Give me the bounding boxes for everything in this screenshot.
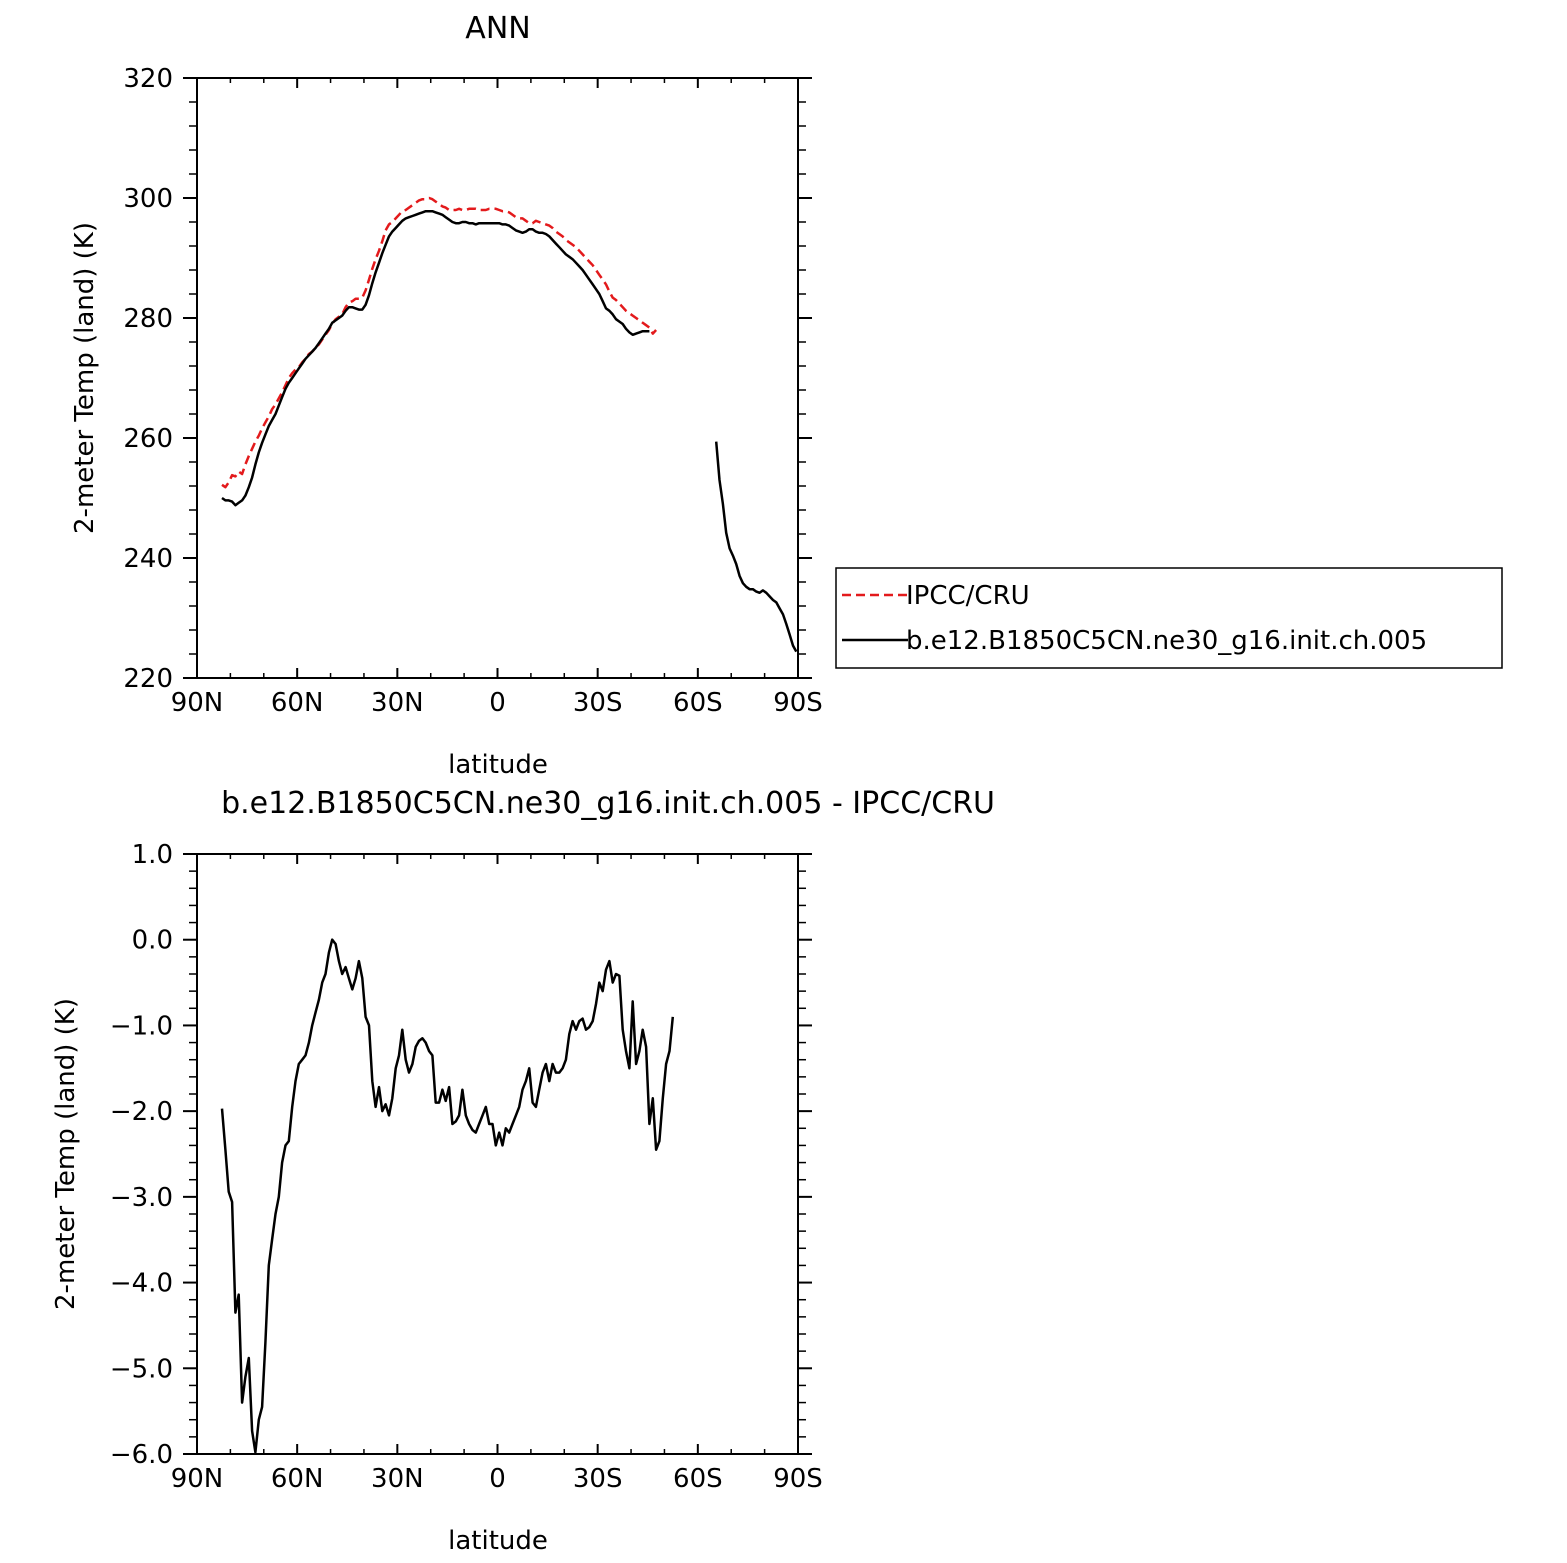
plot-frame [196,77,799,679]
x-axis-label: latitude [448,750,548,780]
y-tick-label: 260 [123,424,173,454]
y-tick-label: −4.0 [110,1269,173,1299]
series-line [221,196,658,489]
temperature-panel: ANN 90N 60N 30N 0 30S 60S 90S 220 240 260 280 300 32… [70,11,823,780]
y-tick-label: −6.0 [110,1440,173,1470]
y-tick-label: −1.0 [110,1011,173,1041]
chart-title: ANN [465,11,530,46]
y-tick-label: −5.0 [110,1354,173,1384]
y-tick-label: −2.0 [110,1097,173,1127]
x-tick-label: 90S [773,688,823,718]
x-tick-label: 30N [371,688,424,718]
series-line [714,441,798,653]
legend-box [835,567,1503,669]
x-tick-label: 0 [489,688,506,718]
y-axis-label: 2-meter Temp (land) (K) [70,222,100,534]
x-tick-label: 60N [271,688,324,718]
y-tick-label: 0.0 [132,926,173,956]
y-tick-label: 1.0 [132,840,173,870]
x-tick-label: 30S [573,1464,623,1494]
legend-label-ipcc-cru: IPCC/CRU [906,581,1030,611]
x-axis-label: latitude [448,1526,548,1556]
y-tick-label: 240 [123,544,173,574]
x-tick-label: 60S [673,1464,723,1494]
x-tick-label: 30S [573,688,623,718]
x-tick-label: 0 [489,1464,506,1494]
axis-ticks: 90N 60N 30N 0 30S 60S 90S 1.0 0.0 −1.0 −2.0 −3.0 −4.… [110,840,823,1494]
x-tick-label: 90N [171,1464,224,1494]
x-tick-label: 90N [171,688,224,718]
difference-chart-title: b.e12.B1850C5CN.ne30_g16.init.ch.005 - I… [221,786,995,821]
y-tick-label: 320 [123,64,173,94]
series-line [221,209,650,507]
y-axis-label: 2-meter Temp (land) (K) [51,998,81,1310]
chart-marks [220,938,675,1454]
x-tick-label: 60S [673,688,723,718]
difference-panel: b.e12.B1850C5CN.ne30_g16.init.ch.005 - I… [51,786,995,1556]
y-tick-label: 300 [123,184,173,214]
y-tick-label: −3.0 [110,1183,173,1213]
axis-ticks: 90N 60N 30N 0 30S 60S 90S 220 240 260 280 300 320 [123,64,822,718]
legend: IPCC/CRU b.e12.B1850C5CN.ne30_g16.init.c… [835,567,1503,669]
y-tick-label: 220 [123,664,173,694]
x-tick-label: 90S [773,1464,823,1494]
plot-frame [196,853,799,1455]
x-tick-label: 60N [271,1464,324,1494]
chart-marks [221,196,798,653]
legend-label-model: b.e12.B1850C5CN.ne30_g16.init.ch.005 [906,626,1427,656]
x-tick-label: 30N [371,1464,424,1494]
series-line [220,938,675,1454]
y-tick-label: 280 [123,304,173,334]
